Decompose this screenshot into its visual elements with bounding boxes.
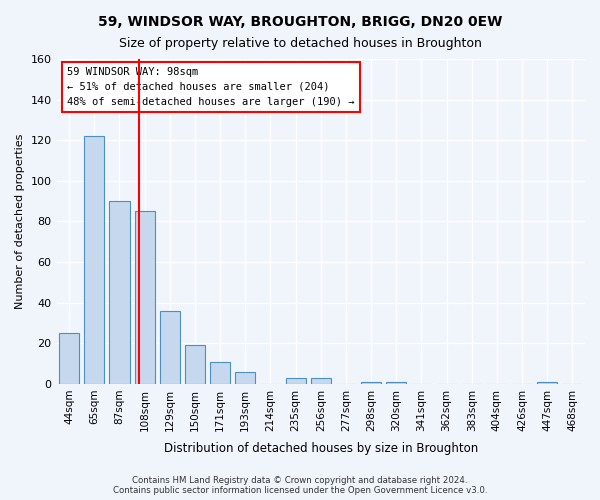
Bar — [537, 382, 557, 384]
Text: Contains HM Land Registry data © Crown copyright and database right 2024.
Contai: Contains HM Land Registry data © Crown c… — [113, 476, 487, 495]
Bar — [210, 362, 230, 384]
Bar — [109, 201, 130, 384]
Bar — [286, 378, 305, 384]
Text: 59 WINDSOR WAY: 98sqm
← 51% of detached houses are smaller (204)
48% of semi-det: 59 WINDSOR WAY: 98sqm ← 51% of detached … — [67, 67, 355, 106]
Text: Size of property relative to detached houses in Broughton: Size of property relative to detached ho… — [119, 38, 481, 51]
Bar — [160, 311, 180, 384]
Bar — [311, 378, 331, 384]
Bar — [235, 372, 256, 384]
Bar — [59, 333, 79, 384]
Bar — [84, 136, 104, 384]
Bar — [386, 382, 406, 384]
Text: 59, WINDSOR WAY, BROUGHTON, BRIGG, DN20 0EW: 59, WINDSOR WAY, BROUGHTON, BRIGG, DN20 … — [98, 15, 502, 29]
Bar — [134, 212, 155, 384]
Bar — [361, 382, 381, 384]
X-axis label: Distribution of detached houses by size in Broughton: Distribution of detached houses by size … — [164, 442, 478, 455]
Bar — [185, 346, 205, 384]
Y-axis label: Number of detached properties: Number of detached properties — [15, 134, 25, 309]
